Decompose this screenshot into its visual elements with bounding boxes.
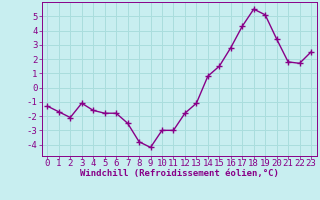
X-axis label: Windchill (Refroidissement éolien,°C): Windchill (Refroidissement éolien,°C) xyxy=(80,169,279,178)
